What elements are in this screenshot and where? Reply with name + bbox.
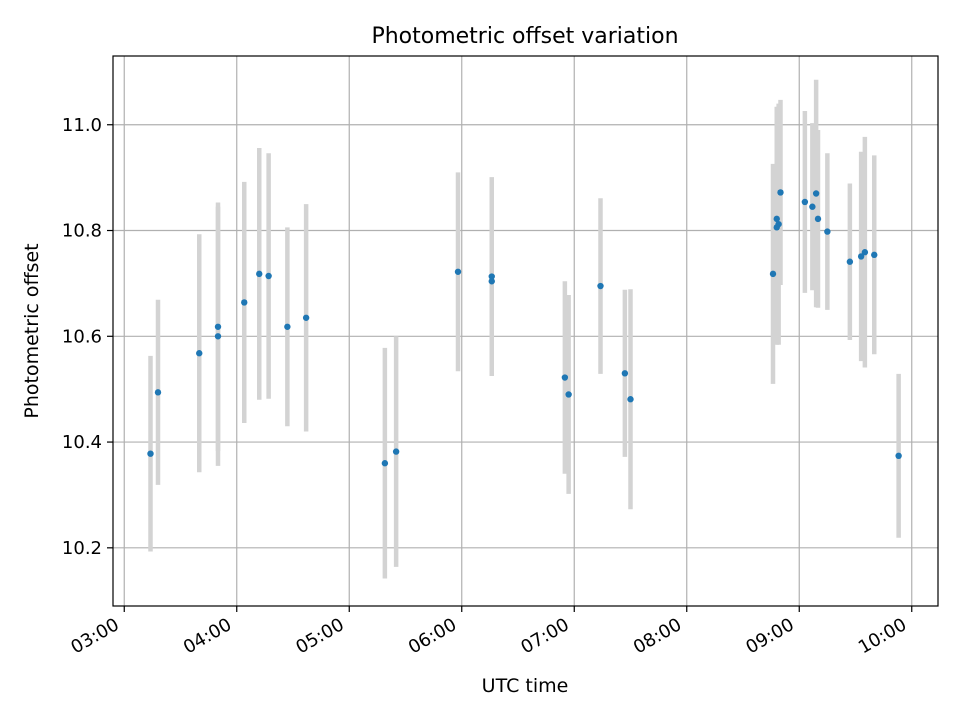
data-point: [154, 389, 162, 396]
grid: [113, 56, 938, 606]
data-points: [147, 189, 902, 467]
data-point: [895, 452, 902, 460]
data-point: [627, 396, 634, 403]
data-point: [561, 374, 569, 381]
data-point: [846, 258, 854, 265]
data-point: [871, 251, 878, 259]
data-point: [196, 350, 203, 357]
data-point: [488, 273, 495, 280]
data-point: [302, 314, 310, 321]
data-point: [769, 270, 777, 278]
data-point: [147, 450, 154, 457]
x-axis-title: UTC time: [482, 675, 569, 697]
data-point: [256, 270, 263, 278]
y-tick-label: 10.2: [62, 538, 102, 559]
data-point: [773, 215, 780, 223]
data-point: [812, 190, 820, 197]
data-point: [621, 370, 629, 377]
y-tick-label: 11.0: [62, 115, 102, 136]
data-point: [265, 272, 272, 280]
data-point: [809, 203, 816, 210]
data-point: [777, 189, 784, 196]
chart-title: Photometric offset variation: [371, 24, 678, 49]
data-point: [241, 299, 248, 306]
y-tick-label: 10.8: [62, 221, 102, 242]
data-point: [857, 253, 865, 260]
data-point: [284, 323, 291, 330]
y-tick-label: 10.4: [62, 432, 102, 453]
y-axis-title: Photometric offset: [21, 243, 43, 418]
data-point: [214, 333, 222, 340]
data-point: [214, 323, 222, 330]
data-point: [381, 460, 389, 467]
data-point: [488, 278, 495, 285]
y-axis-ticks: 10.2 10.4 10.6 10.8 11.0: [62, 115, 113, 559]
y-tick-label: 10.6: [62, 326, 102, 347]
data-point: [565, 391, 572, 398]
plot-frame: [112, 55, 939, 607]
data-point: [392, 448, 400, 455]
data-point: [861, 249, 869, 256]
data-point: [597, 282, 604, 290]
data-point: [814, 215, 822, 223]
data-point: [824, 228, 831, 235]
data-point: [775, 220, 782, 228]
data-point: [454, 268, 462, 275]
data-point: [801, 198, 809, 206]
